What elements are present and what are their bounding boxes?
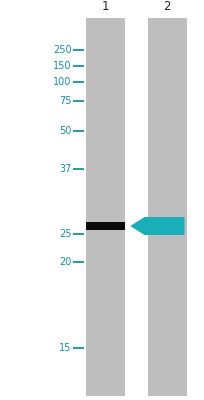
FancyArrow shape	[130, 217, 184, 235]
Text: 150: 150	[53, 61, 71, 71]
Text: 25: 25	[59, 229, 71, 239]
Bar	[147, 18, 186, 396]
Text: 15: 15	[59, 343, 71, 353]
Bar	[86, 222, 124, 230]
Text: 50: 50	[59, 126, 71, 136]
Text: 250: 250	[53, 45, 71, 55]
Text: 100: 100	[53, 77, 71, 87]
Text: 75: 75	[59, 96, 71, 106]
Text: 1: 1	[101, 0, 109, 13]
Text: 2: 2	[163, 0, 170, 13]
Bar	[86, 18, 124, 396]
Text: 20: 20	[59, 257, 71, 267]
Text: 37: 37	[59, 164, 71, 174]
